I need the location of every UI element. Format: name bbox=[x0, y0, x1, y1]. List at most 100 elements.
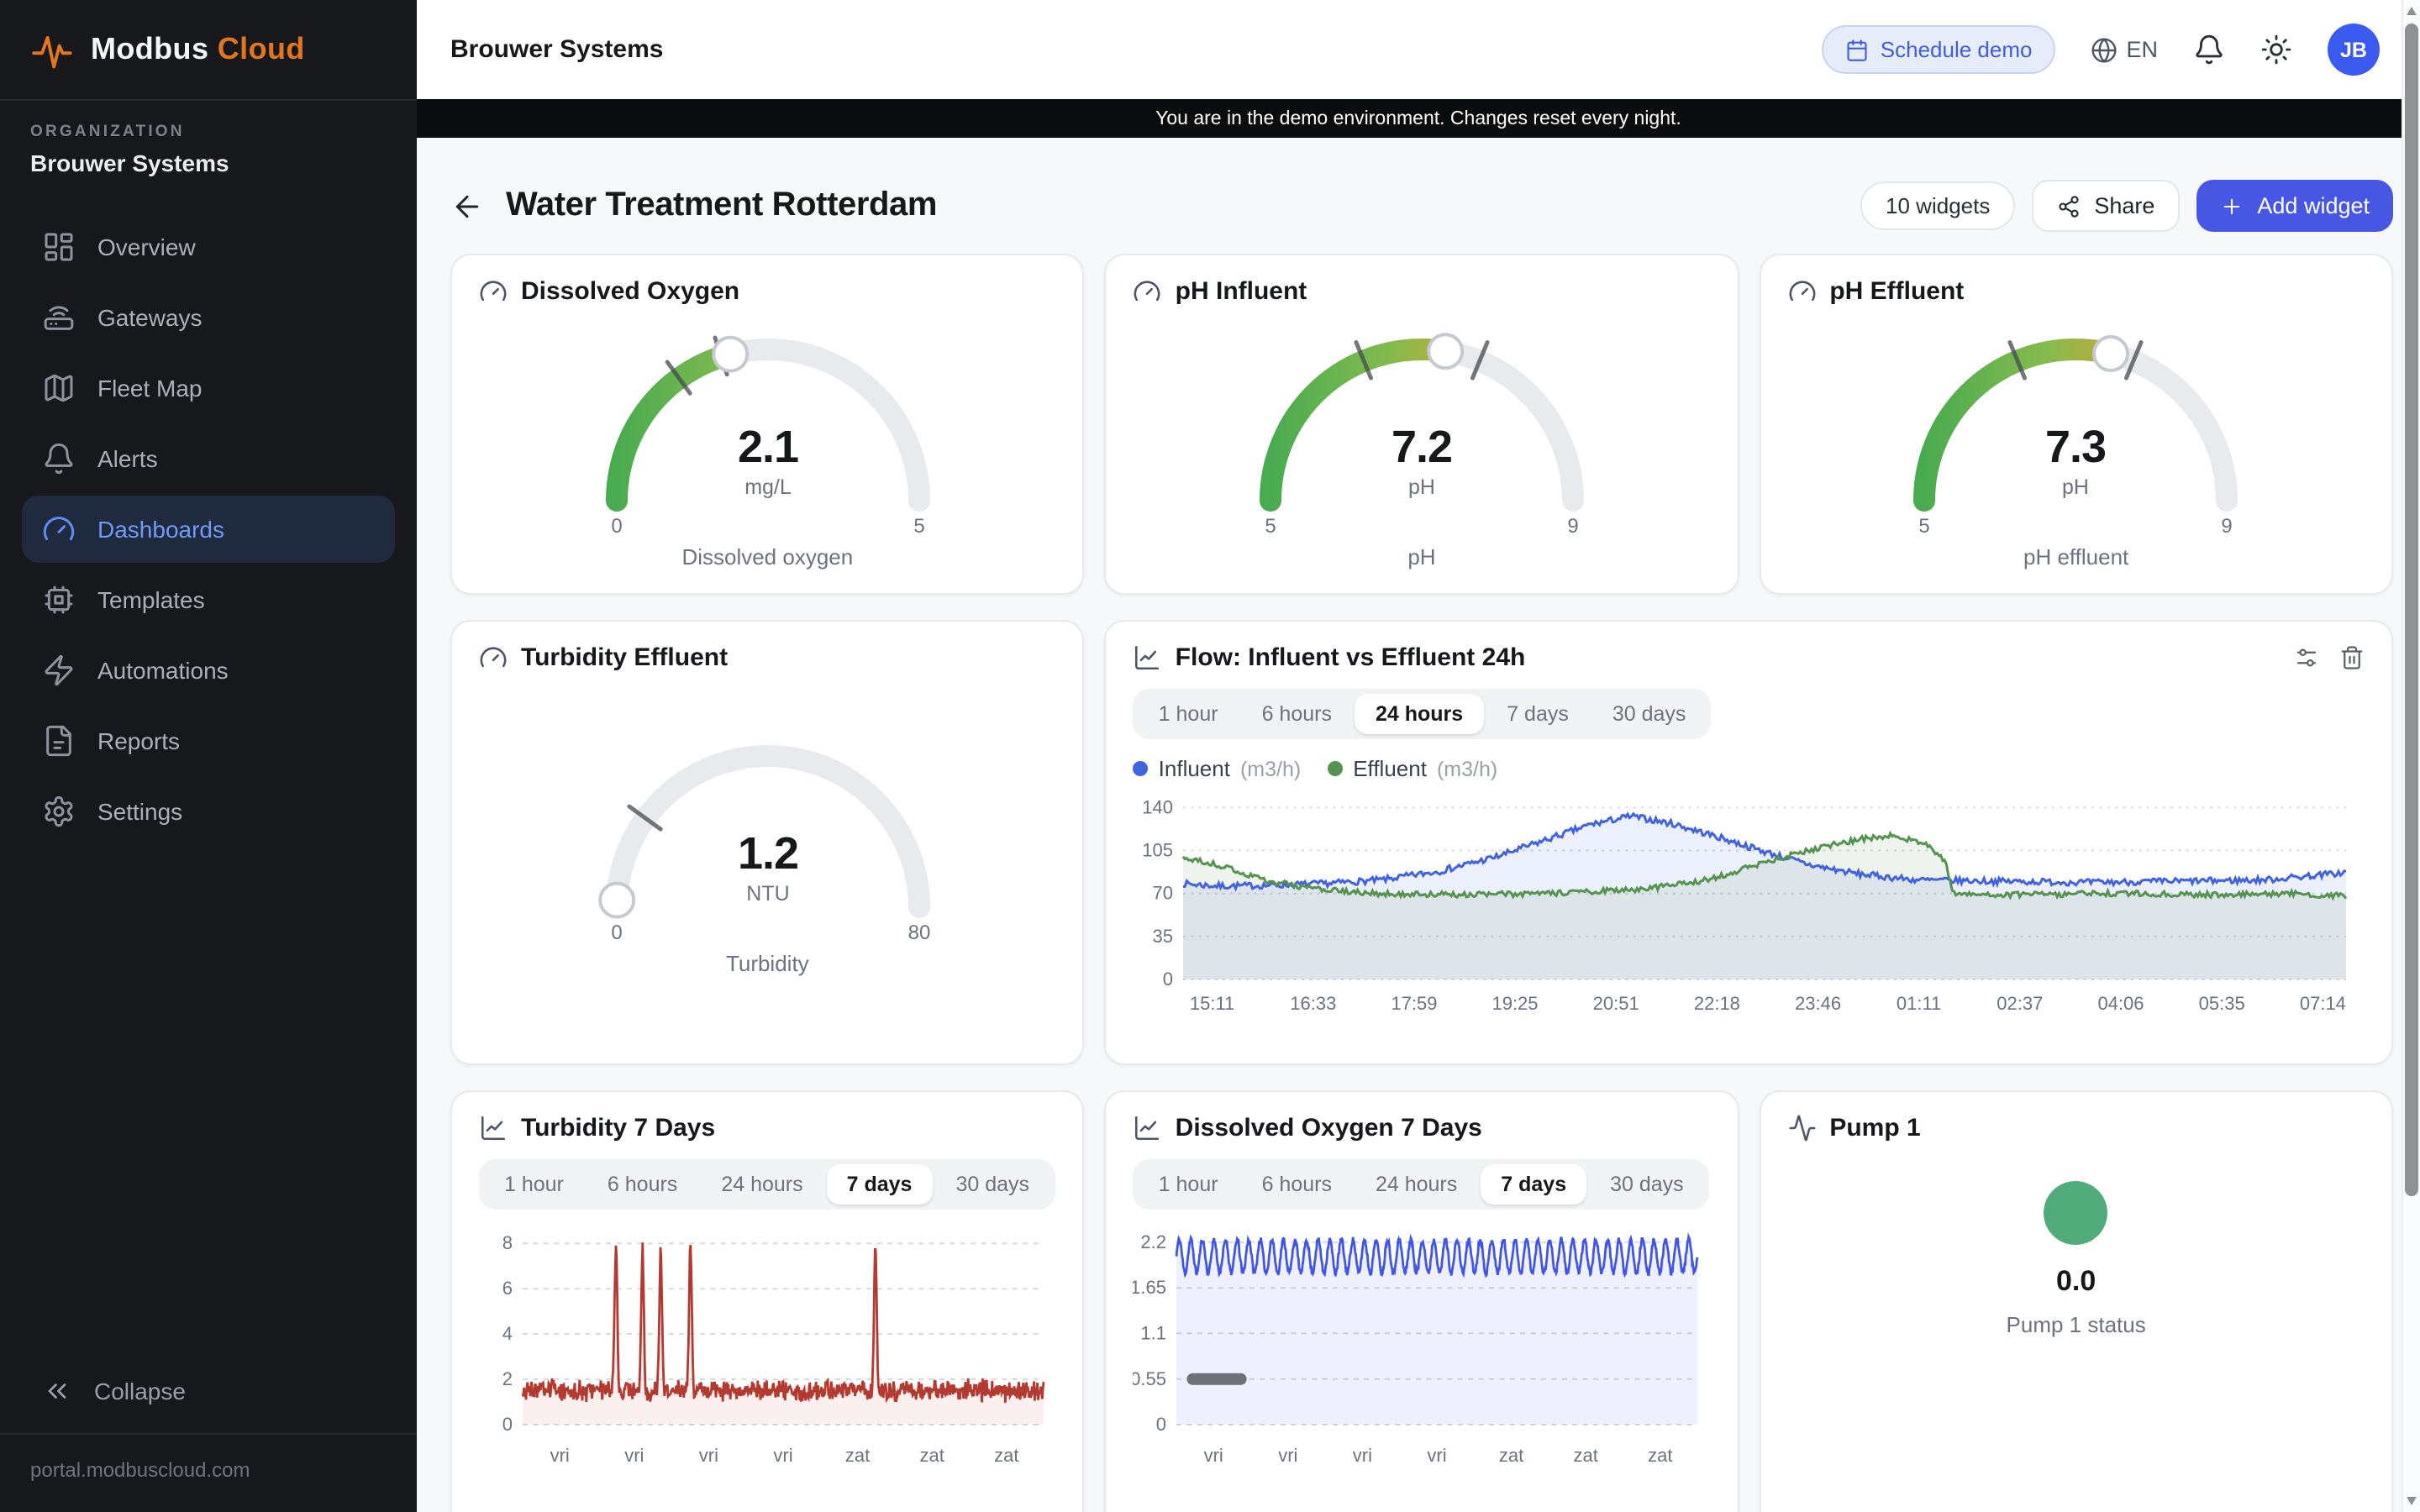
svg-text:zat: zat bbox=[1649, 1445, 1673, 1466]
schedule-demo-button[interactable]: Schedule demo bbox=[1822, 25, 2056, 74]
svg-text:1.2: 1.2 bbox=[737, 828, 797, 879]
svg-text:140: 140 bbox=[1143, 796, 1174, 817]
add-widget-button[interactable]: Add widget bbox=[2196, 180, 2393, 232]
sidebar-item-templates[interactable]: Templates bbox=[22, 566, 395, 633]
sidebar-item-gateways[interactable]: Gateways bbox=[22, 284, 395, 351]
widget-delete-trash-icon[interactable] bbox=[2339, 645, 2365, 670]
ph-influent-gauge: 7.2pH59pH bbox=[1134, 312, 1711, 570]
sidebar-item-settings[interactable]: Settings bbox=[22, 778, 395, 845]
scrollbar-up-arrow[interactable] bbox=[2407, 7, 2417, 15]
range-button-24-hours[interactable]: 24 hours bbox=[1355, 1164, 1477, 1205]
line-chart-icon bbox=[479, 1114, 508, 1142]
svg-text:7.3: 7.3 bbox=[2046, 422, 2107, 472]
svg-text:2.1: 2.1 bbox=[737, 422, 797, 472]
line-chart-icon bbox=[1134, 1114, 1162, 1142]
range-button-7-days[interactable]: 7 days bbox=[1486, 694, 1589, 734]
organization-label: ORGANIZATION bbox=[30, 123, 387, 141]
scrollbar-thumb[interactable] bbox=[2405, 24, 2418, 1196]
share-button[interactable]: Share bbox=[2032, 180, 2180, 232]
svg-text:0: 0 bbox=[502, 1414, 513, 1435]
legend-dot bbox=[1328, 761, 1343, 776]
legend-item-influent[interactable]: Influent (m3/h) bbox=[1134, 756, 1302, 781]
chart-legend: Influent (m3/h) Effluent (m3/h) bbox=[1134, 756, 2365, 781]
templates-chip-icon bbox=[42, 583, 76, 617]
sidebar-item-overview[interactable]: Overview bbox=[22, 213, 395, 281]
flow-chart[interactable]: 0357010514015:1116:3317:5919:2520:5122:1… bbox=[1134, 791, 2357, 1018]
sidebar-item-reports[interactable]: Reports bbox=[22, 707, 395, 774]
gateway-router-icon bbox=[42, 301, 76, 334]
theme-sun-icon[interactable] bbox=[2260, 34, 2292, 66]
svg-text:vri: vri bbox=[1279, 1445, 1298, 1466]
sidebar-item-dashboards[interactable]: Dashboards bbox=[22, 496, 395, 563]
alerts-bell-icon bbox=[42, 442, 76, 475]
sidebar-item-label: Gateways bbox=[97, 304, 203, 331]
range-button-30-days[interactable]: 30 days bbox=[935, 1164, 1050, 1205]
time-range-selector: 1 hour6 hours24 hours7 days30 days bbox=[1134, 689, 1712, 739]
legend-item-effluent[interactable]: Effluent (m3/h) bbox=[1328, 756, 1497, 781]
widget-count-badge: 10 widgets bbox=[1860, 181, 2015, 230]
company-name: Brouwer Systems bbox=[450, 35, 663, 64]
widget-settings-sliders-icon[interactable] bbox=[2294, 645, 2319, 670]
share-icon bbox=[2057, 194, 2081, 218]
main-area: Brouwer Systems Schedule demo EN JB You … bbox=[417, 0, 2420, 1512]
svg-text:5: 5 bbox=[913, 515, 924, 538]
avatar[interactable]: JB bbox=[2328, 24, 2380, 76]
svg-text:105: 105 bbox=[1143, 839, 1174, 860]
range-button-6-hours[interactable]: 6 hours bbox=[1242, 1164, 1352, 1205]
sidebar-item-alerts[interactable]: Alerts bbox=[22, 425, 395, 492]
globe-icon bbox=[2091, 36, 2118, 63]
svg-text:17:59: 17:59 bbox=[1392, 993, 1438, 1014]
turbidity-chart[interactable]: 02468vrivrivrivrizatzatzat bbox=[479, 1220, 1054, 1472]
demo-banner: You are in the demo environment. Changes… bbox=[417, 99, 2420, 138]
range-button-7-days[interactable]: 7 days bbox=[827, 1164, 933, 1205]
gauge-caption: Turbidity bbox=[726, 951, 809, 976]
dissolved-oxygen-chart[interactable]: 00.551.11.652.2vrivrivrivrizatzatzat bbox=[1134, 1220, 1708, 1472]
brand[interactable]: Modbus Cloud bbox=[0, 0, 417, 99]
legend-dot bbox=[1134, 761, 1149, 776]
range-button-30-days[interactable]: 30 days bbox=[1592, 694, 1707, 734]
collapse-button[interactable]: Collapse bbox=[0, 1349, 417, 1433]
reports-file-icon bbox=[42, 724, 76, 758]
range-button-24-hours[interactable]: 24 hours bbox=[701, 1164, 823, 1205]
notifications-bell-icon[interactable] bbox=[2193, 34, 2225, 66]
gauge-icon bbox=[1787, 277, 1816, 306]
range-button-6-hours[interactable]: 6 hours bbox=[1242, 694, 1352, 734]
range-button-1-hour[interactable]: 1 hour bbox=[1139, 1164, 1239, 1205]
svg-text:19:25: 19:25 bbox=[1492, 993, 1539, 1014]
widget-pump-1: Pump 1 0.0 Pump 1 status bbox=[1759, 1090, 2393, 1512]
sidebar-item-automations[interactable]: Automations bbox=[22, 637, 395, 704]
svg-text:vri: vri bbox=[699, 1445, 718, 1466]
language-selector[interactable]: EN bbox=[2091, 36, 2158, 63]
range-button-7-days[interactable]: 7 days bbox=[1481, 1164, 1586, 1205]
svg-text:15:11: 15:11 bbox=[1191, 993, 1235, 1014]
range-button-1-hour[interactable]: 1 hour bbox=[1139, 694, 1239, 734]
svg-text:35: 35 bbox=[1153, 926, 1173, 947]
widget-turbidity-effluent: Turbidity Effluent 1.2NTU080Turbidity bbox=[450, 620, 1085, 1065]
calendar-icon bbox=[1845, 38, 1869, 61]
back-button[interactable] bbox=[450, 189, 484, 223]
range-button-30-days[interactable]: 30 days bbox=[1590, 1164, 1704, 1205]
range-button-24-hours[interactable]: 24 hours bbox=[1355, 694, 1483, 734]
svg-text:vri: vri bbox=[624, 1445, 644, 1466]
sidebar-item-label: Overview bbox=[97, 234, 196, 260]
range-button-1-hour[interactable]: 1 hour bbox=[484, 1164, 584, 1205]
svg-text:zat: zat bbox=[1500, 1445, 1524, 1466]
svg-text:20:51: 20:51 bbox=[1593, 993, 1639, 1014]
pump-caption: Pump 1 status bbox=[2007, 1312, 2146, 1337]
ph-effluent-gauge: 7.3pH59pH effluent bbox=[1787, 312, 2365, 570]
sidebar-item-fleet-map[interactable]: Fleet Map bbox=[22, 354, 395, 422]
vertical-scrollbar[interactable] bbox=[2402, 0, 2420, 1512]
range-button-6-hours[interactable]: 6 hours bbox=[587, 1164, 697, 1205]
scrollbar-down-arrow[interactable] bbox=[2407, 1497, 2417, 1505]
svg-text:1.65: 1.65 bbox=[1134, 1277, 1167, 1298]
svg-text:22:18: 22:18 bbox=[1695, 993, 1741, 1014]
svg-text:pH: pH bbox=[1408, 475, 1435, 499]
svg-text:80: 80 bbox=[908, 921, 930, 944]
svg-text:vri: vri bbox=[1353, 1445, 1372, 1466]
widget-flow-chart: Flow: Influent vs Effluent 24h 1 hour6 h… bbox=[1105, 620, 2393, 1065]
svg-text:70: 70 bbox=[1153, 883, 1173, 904]
sidebar-item-label: Automations bbox=[97, 657, 229, 684]
widget-ph-influent: pH Influent 7.2pH59pH bbox=[1105, 254, 1739, 595]
svg-text:0.55: 0.55 bbox=[1134, 1368, 1167, 1389]
svg-text:vri: vri bbox=[1204, 1445, 1223, 1466]
